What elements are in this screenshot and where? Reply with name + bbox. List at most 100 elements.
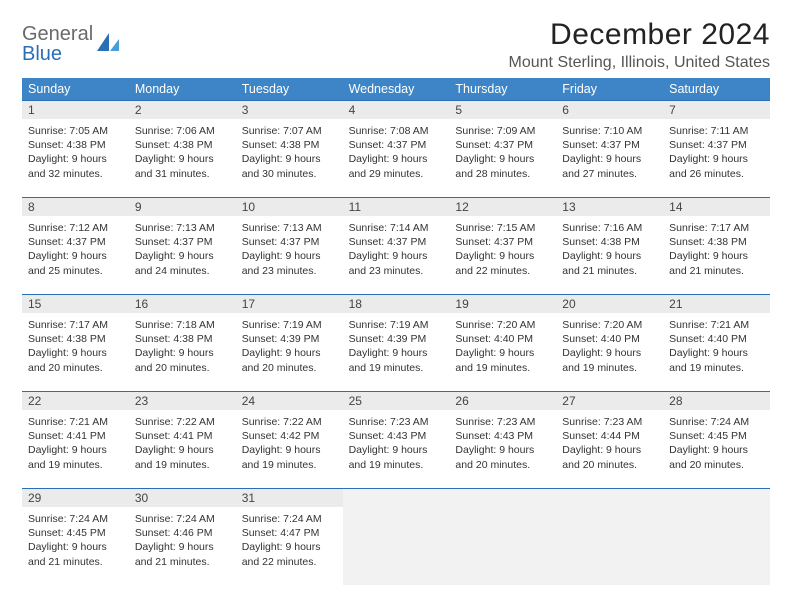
day-info: Sunrise: 7:24 AMSunset: 4:47 PMDaylight:…: [242, 510, 337, 569]
day-info-line: Sunset: 4:38 PM: [669, 235, 764, 249]
day-info-line: and 19 minutes.: [562, 361, 657, 375]
day-info-line: Daylight: 9 hours: [242, 443, 337, 457]
week-info-row: Sunrise: 7:21 AMSunset: 4:41 PMDaylight:…: [22, 410, 770, 488]
weekday-header: Tuesday: [236, 78, 343, 100]
day-cell: Sunrise: 7:11 AMSunset: 4:37 PMDaylight:…: [663, 119, 770, 197]
day-info-line: Sunset: 4:43 PM: [349, 429, 444, 443]
day-cell: Sunrise: 7:23 AMSunset: 4:44 PMDaylight:…: [556, 410, 663, 488]
day-info: Sunrise: 7:17 AMSunset: 4:38 PMDaylight:…: [28, 316, 123, 375]
day-info-line: and 30 minutes.: [242, 167, 337, 181]
day-number: 4: [343, 101, 450, 119]
day-info: Sunrise: 7:15 AMSunset: 4:37 PMDaylight:…: [455, 219, 550, 278]
day-info-line: Sunset: 4:47 PM: [242, 526, 337, 540]
day-info: Sunrise: 7:14 AMSunset: 4:37 PMDaylight:…: [349, 219, 444, 278]
day-number: 11: [343, 198, 450, 216]
day-info-line: Sunset: 4:38 PM: [135, 138, 230, 152]
day-info-line: Sunset: 4:46 PM: [135, 526, 230, 540]
empty-cell: [343, 507, 450, 585]
day-info: Sunrise: 7:24 AMSunset: 4:46 PMDaylight:…: [135, 510, 230, 569]
day-info: Sunrise: 7:24 AMSunset: 4:45 PMDaylight:…: [28, 510, 123, 569]
day-info-line: and 22 minutes.: [455, 264, 550, 278]
day-info-line: Daylight: 9 hours: [28, 443, 123, 457]
day-number: 16: [129, 295, 236, 313]
day-info-line: Daylight: 9 hours: [669, 249, 764, 263]
day-info-line: Sunrise: 7:19 AM: [349, 318, 444, 332]
day-info-line: Sunset: 4:39 PM: [242, 332, 337, 346]
calendar-grid: SundayMondayTuesdayWednesdayThursdayFrid…: [22, 78, 770, 585]
day-info-line: and 19 minutes.: [349, 458, 444, 472]
day-number: 26: [449, 392, 556, 410]
day-info: Sunrise: 7:13 AMSunset: 4:37 PMDaylight:…: [135, 219, 230, 278]
day-info-line: and 21 minutes.: [28, 555, 123, 569]
day-cell: Sunrise: 7:24 AMSunset: 4:45 PMDaylight:…: [22, 507, 129, 585]
day-info-line: Sunrise: 7:24 AM: [669, 415, 764, 429]
week-info-row: Sunrise: 7:24 AMSunset: 4:45 PMDaylight:…: [22, 507, 770, 585]
weekday-header: Saturday: [663, 78, 770, 100]
day-number: 17: [236, 295, 343, 313]
day-number: 15: [22, 295, 129, 313]
day-number: 8: [22, 198, 129, 216]
day-info-line: Sunrise: 7:10 AM: [562, 124, 657, 138]
day-info-line: Sunrise: 7:17 AM: [28, 318, 123, 332]
day-cell: Sunrise: 7:23 AMSunset: 4:43 PMDaylight:…: [449, 410, 556, 488]
day-info-line: Sunrise: 7:15 AM: [455, 221, 550, 235]
day-info: Sunrise: 7:21 AMSunset: 4:40 PMDaylight:…: [669, 316, 764, 375]
day-info-line: and 20 minutes.: [135, 361, 230, 375]
day-cell: Sunrise: 7:23 AMSunset: 4:43 PMDaylight:…: [343, 410, 450, 488]
day-cell: Sunrise: 7:16 AMSunset: 4:38 PMDaylight:…: [556, 216, 663, 294]
day-info-line: Daylight: 9 hours: [562, 249, 657, 263]
day-info-line: and 32 minutes.: [28, 167, 123, 181]
day-info-line: and 25 minutes.: [28, 264, 123, 278]
day-info: Sunrise: 7:24 AMSunset: 4:45 PMDaylight:…: [669, 413, 764, 472]
day-info-line: Sunrise: 7:06 AM: [135, 124, 230, 138]
day-info-line: Sunrise: 7:07 AM: [242, 124, 337, 138]
day-info-line: Sunset: 4:38 PM: [28, 138, 123, 152]
day-cell: Sunrise: 7:12 AMSunset: 4:37 PMDaylight:…: [22, 216, 129, 294]
day-info-line: and 20 minutes.: [242, 361, 337, 375]
day-info-line: Sunrise: 7:17 AM: [669, 221, 764, 235]
day-info: Sunrise: 7:22 AMSunset: 4:41 PMDaylight:…: [135, 413, 230, 472]
week-number-row: 15161718192021: [22, 294, 770, 313]
day-info-line: and 22 minutes.: [242, 555, 337, 569]
day-info-line: and 20 minutes.: [455, 458, 550, 472]
brand-logo: General Blue: [22, 18, 121, 64]
day-info-line: Sunset: 4:41 PM: [135, 429, 230, 443]
day-info-line: Sunset: 4:37 PM: [349, 138, 444, 152]
day-info-line: Daylight: 9 hours: [242, 540, 337, 554]
day-info-line: Daylight: 9 hours: [28, 346, 123, 360]
day-info: Sunrise: 7:23 AMSunset: 4:43 PMDaylight:…: [455, 413, 550, 472]
day-number: 19: [449, 295, 556, 313]
weekday-header: Monday: [129, 78, 236, 100]
day-info-line: Sunrise: 7:11 AM: [669, 124, 764, 138]
day-info-line: Sunset: 4:37 PM: [135, 235, 230, 249]
day-info-line: Daylight: 9 hours: [455, 443, 550, 457]
title-block: December 2024 Mount Sterling, Illinois, …: [509, 18, 770, 72]
day-info-line: Sunrise: 7:08 AM: [349, 124, 444, 138]
day-info-line: and 27 minutes.: [562, 167, 657, 181]
day-number: 27: [556, 392, 663, 410]
weekday-header: Sunday: [22, 78, 129, 100]
week-number-row: 293031: [22, 488, 770, 507]
day-info-line: and 19 minutes.: [349, 361, 444, 375]
day-cell: Sunrise: 7:21 AMSunset: 4:40 PMDaylight:…: [663, 313, 770, 391]
day-info: Sunrise: 7:23 AMSunset: 4:44 PMDaylight:…: [562, 413, 657, 472]
day-info-line: Sunrise: 7:24 AM: [135, 512, 230, 526]
day-info: Sunrise: 7:23 AMSunset: 4:43 PMDaylight:…: [349, 413, 444, 472]
day-info-line: Sunrise: 7:13 AM: [242, 221, 337, 235]
day-info-line: Daylight: 9 hours: [562, 443, 657, 457]
day-info-line: and 26 minutes.: [669, 167, 764, 181]
weekday-header: Thursday: [449, 78, 556, 100]
day-info: Sunrise: 7:06 AMSunset: 4:38 PMDaylight:…: [135, 122, 230, 181]
day-info-line: Sunrise: 7:24 AM: [242, 512, 337, 526]
day-info-line: Daylight: 9 hours: [455, 152, 550, 166]
day-cell: Sunrise: 7:22 AMSunset: 4:41 PMDaylight:…: [129, 410, 236, 488]
day-info-line: Sunrise: 7:05 AM: [28, 124, 123, 138]
day-info-line: Sunset: 4:38 PM: [562, 235, 657, 249]
day-cell: Sunrise: 7:09 AMSunset: 4:37 PMDaylight:…: [449, 119, 556, 197]
day-info-line: Daylight: 9 hours: [135, 540, 230, 554]
day-info: Sunrise: 7:22 AMSunset: 4:42 PMDaylight:…: [242, 413, 337, 472]
day-info-line: Daylight: 9 hours: [562, 346, 657, 360]
day-number: 12: [449, 198, 556, 216]
day-info-line: Sunset: 4:41 PM: [28, 429, 123, 443]
day-info: Sunrise: 7:10 AMSunset: 4:37 PMDaylight:…: [562, 122, 657, 181]
